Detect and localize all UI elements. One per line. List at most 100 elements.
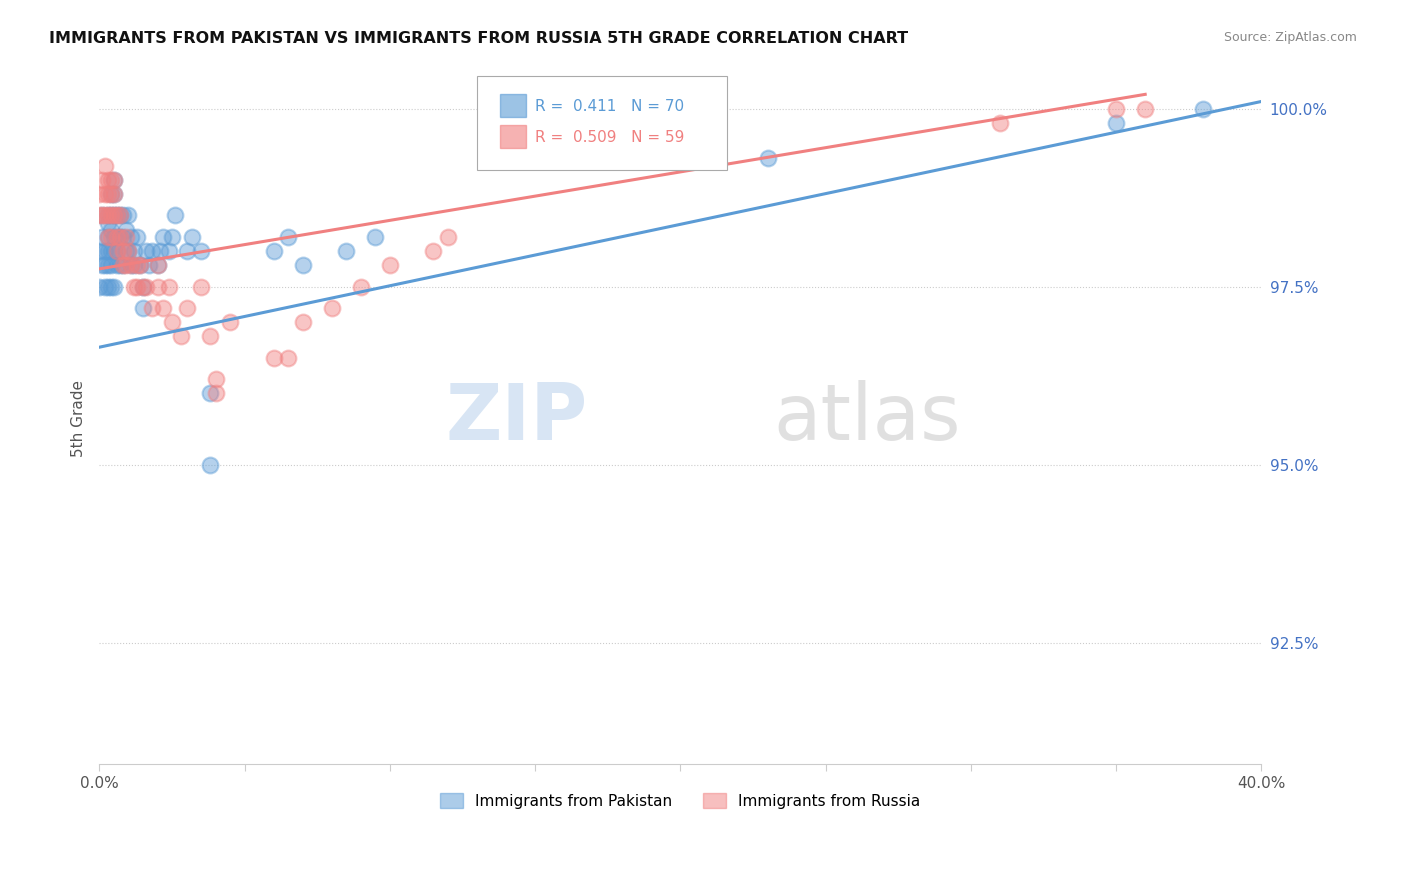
Point <box>105 244 128 258</box>
Point <box>120 258 142 272</box>
Point <box>94 244 117 258</box>
Point <box>103 187 125 202</box>
Point <box>114 258 136 272</box>
Point <box>94 279 117 293</box>
Point <box>1192 102 1215 116</box>
Point <box>100 173 122 187</box>
FancyBboxPatch shape <box>477 77 727 169</box>
Point <box>321 301 343 315</box>
Point <box>129 258 152 272</box>
Point <box>132 279 155 293</box>
Point <box>152 301 174 315</box>
Point <box>350 279 373 293</box>
Text: atlas: atlas <box>773 380 960 457</box>
Point <box>108 209 131 223</box>
Point <box>163 209 186 223</box>
Point <box>127 229 149 244</box>
Point <box>204 386 226 401</box>
Point <box>91 229 114 244</box>
FancyBboxPatch shape <box>501 94 526 117</box>
Point <box>198 386 221 401</box>
Point <box>97 215 120 229</box>
Point <box>138 258 160 272</box>
Point <box>988 116 1011 130</box>
Point <box>89 244 111 258</box>
Point <box>94 258 117 272</box>
Point <box>1105 116 1128 130</box>
Point <box>111 258 134 272</box>
Point <box>100 209 122 223</box>
Text: Source: ZipAtlas.com: Source: ZipAtlas.com <box>1223 31 1357 45</box>
Point <box>111 258 134 272</box>
Point <box>149 244 172 258</box>
Point <box>111 229 134 244</box>
Point <box>97 209 120 223</box>
Point <box>103 209 125 223</box>
Point <box>103 187 125 202</box>
Point <box>114 244 136 258</box>
Point <box>135 244 157 258</box>
Point <box>91 173 114 187</box>
Point <box>263 244 285 258</box>
Point <box>105 244 128 258</box>
Point <box>108 229 131 244</box>
Point <box>141 301 163 315</box>
Point <box>89 209 111 223</box>
Point <box>198 458 221 472</box>
Point <box>97 244 120 258</box>
Point <box>756 152 779 166</box>
Point <box>114 229 136 244</box>
Point <box>117 244 139 258</box>
Point <box>103 279 125 293</box>
Point <box>100 279 122 293</box>
Point <box>364 229 387 244</box>
Point <box>91 258 114 272</box>
Point <box>94 187 117 202</box>
Point <box>219 315 242 329</box>
Point <box>146 279 169 293</box>
Point <box>152 229 174 244</box>
Point <box>146 258 169 272</box>
Point <box>157 244 180 258</box>
Point <box>100 258 122 272</box>
Point <box>160 315 183 329</box>
Point <box>103 244 125 258</box>
Point <box>97 229 120 244</box>
Point <box>111 209 134 223</box>
Point <box>132 301 155 315</box>
Point <box>105 258 128 272</box>
Point <box>378 258 401 272</box>
Point <box>277 229 299 244</box>
Point <box>94 159 117 173</box>
Point <box>103 209 125 223</box>
Point <box>97 187 120 202</box>
Point <box>146 258 169 272</box>
Point <box>91 209 114 223</box>
Point <box>105 229 128 244</box>
Point <box>1135 102 1157 116</box>
Point <box>94 209 117 223</box>
Point <box>198 329 221 343</box>
Point <box>176 301 198 315</box>
Text: R =  0.411   N = 70: R = 0.411 N = 70 <box>536 99 685 113</box>
Point <box>132 279 155 293</box>
Point <box>108 258 131 272</box>
Point <box>100 187 122 202</box>
Point <box>117 244 139 258</box>
Point <box>114 222 136 236</box>
Point <box>190 244 212 258</box>
Point <box>176 244 198 258</box>
Point <box>160 229 183 244</box>
Point <box>100 244 122 258</box>
Point <box>181 229 204 244</box>
Point <box>120 229 142 244</box>
Point <box>100 222 122 236</box>
Point <box>105 209 128 223</box>
Point <box>89 187 111 202</box>
Point <box>105 209 128 223</box>
Point <box>277 351 299 365</box>
Point <box>103 229 125 244</box>
Point <box>263 351 285 365</box>
Point <box>105 229 128 244</box>
Text: IMMIGRANTS FROM PAKISTAN VS IMMIGRANTS FROM RUSSIA 5TH GRADE CORRELATION CHART: IMMIGRANTS FROM PAKISTAN VS IMMIGRANTS F… <box>49 31 908 46</box>
